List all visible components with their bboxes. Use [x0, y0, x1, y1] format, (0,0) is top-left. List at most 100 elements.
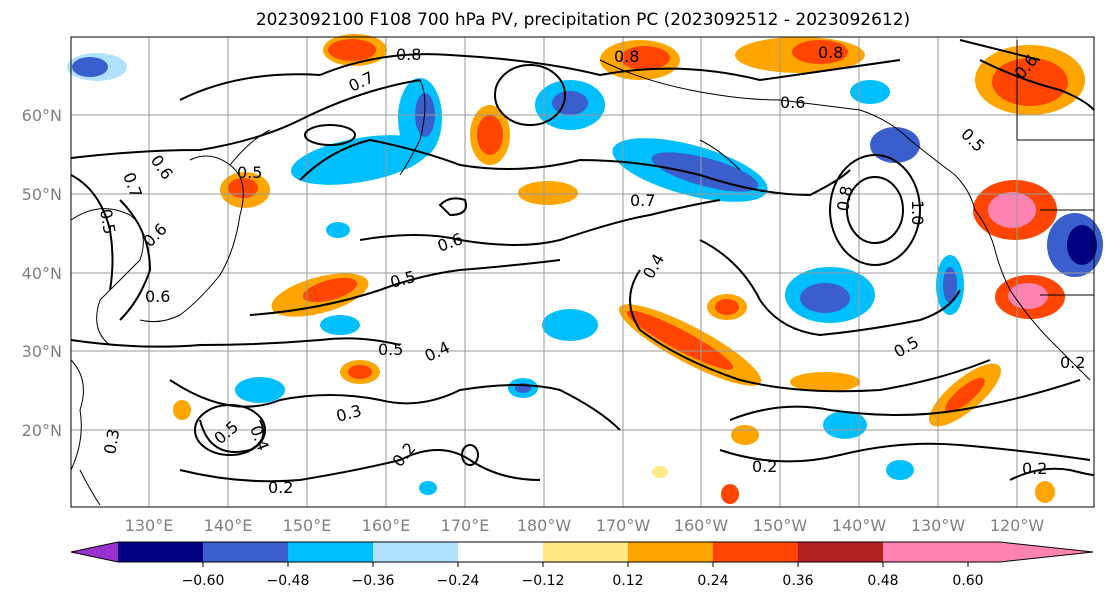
map-panel: 0.8 0.8 0.8 0.7 0.6 0.5 0.7 0.6 0.5 0.7 … [67, 34, 1103, 508]
map-frame [70, 36, 1095, 508]
colorbar-segment [458, 542, 543, 562]
precip-anomaly [518, 181, 578, 205]
colorbar-segment [118, 542, 203, 562]
lat-label: 60°N [22, 106, 62, 125]
lat-label: 50°N [22, 185, 62, 204]
precip-anomaly [850, 80, 890, 104]
contour-label: 0.8 [818, 43, 843, 62]
colorbar-segment [203, 542, 288, 562]
contour-label: 0.6 [780, 93, 805, 112]
contour-label: 1.0 [908, 200, 927, 225]
colorbar-tick-label: 0.36 [782, 573, 813, 589]
graticule [71, 37, 1094, 507]
precip-anomaly [731, 425, 759, 445]
precip-anomaly [870, 127, 920, 163]
latitude-labels: 60°N 50°N 40°N 30°N 20°N [22, 106, 62, 440]
precip-anomaly [945, 377, 985, 413]
precip-anomaly [1067, 225, 1097, 265]
colorbar-segment [628, 542, 713, 562]
lon-label: 150°W [753, 516, 808, 535]
lat-label: 30°N [22, 342, 62, 361]
contour-label: 0.2 [752, 457, 777, 476]
lon-label: 120°W [990, 516, 1045, 535]
lon-label: 180°W [517, 516, 572, 535]
contour-label: 0.5 [96, 207, 119, 235]
pv-contours [70, 39, 1095, 483]
figure-title: 2023092100 F108 700 hPa PV, precipitatio… [256, 10, 910, 30]
precip-anomaly [1008, 283, 1048, 309]
colorbar-segment [883, 542, 1093, 562]
precip-anomaly [419, 481, 437, 495]
lon-label: 170°W [596, 516, 651, 535]
contour-label: 0.3 [100, 427, 123, 455]
precip-anomaly [72, 57, 108, 77]
colorbar-tick-label: 0.60 [952, 573, 983, 589]
colorbar-segment [713, 542, 798, 562]
lon-label: 150°E [283, 516, 332, 535]
colorbar-tick-label: −0.36 [352, 573, 395, 589]
precip-anomaly [328, 39, 376, 61]
precip-anomaly [721, 484, 739, 504]
contour-label: 0.2 [1022, 459, 1047, 478]
contour-label: 0.8 [614, 47, 639, 66]
colorbar-tick-label: −0.60 [182, 573, 225, 589]
precip-positive-anomalies [173, 34, 1085, 504]
precip-anomaly [792, 40, 848, 64]
lon-label: 140°W [832, 516, 887, 535]
coastlines [70, 40, 1094, 506]
colorbar-tick-label: −0.48 [267, 573, 310, 589]
precip-anomaly [235, 377, 285, 403]
contour-label: 0.8 [396, 45, 421, 64]
colorbar-tick-label: 0.24 [697, 573, 728, 589]
contour-label: 0.8 [833, 184, 856, 212]
colorbar [70, 541, 1094, 563]
precip-anomaly [790, 372, 860, 392]
precip-anomaly [320, 315, 360, 335]
precip-anomaly [302, 277, 358, 303]
lon-label: 160°W [674, 516, 729, 535]
contour-label: 0.7 [630, 191, 655, 210]
colorbar-tick-labels: −0.60 −0.48 −0.36 −0.24 −0.12 0.12 0.24 … [182, 573, 984, 589]
lon-label: 160°E [362, 516, 411, 535]
precip-anomaly [800, 283, 850, 313]
precip-negative-anomalies [67, 53, 1103, 495]
precip-anomaly [943, 267, 957, 303]
precip-anomaly [652, 466, 668, 478]
precip-anomaly [348, 365, 372, 379]
precip-anomaly [477, 115, 503, 155]
colorbar-tick-label: −0.24 [437, 573, 480, 589]
contour-label: 0.6 [145, 287, 170, 306]
precip-anomaly [823, 411, 867, 439]
colorbar-segment [71, 542, 118, 562]
lat-label: 40°N [22, 264, 62, 283]
longitude-labels: 130°E 140°E 150°E 160°E 170°E 180°W 170°… [125, 516, 1045, 535]
lat-label: 20°N [22, 421, 62, 440]
colorbar-tick-label: 0.12 [612, 573, 643, 589]
lon-label: 130°E [125, 516, 174, 535]
precip-anomaly [290, 135, 430, 185]
colorbar-segment [373, 542, 458, 562]
precip-anomaly [886, 460, 914, 480]
lon-label: 170°E [441, 516, 490, 535]
lon-label: 130°W [911, 516, 966, 535]
precip-anomaly [715, 299, 739, 315]
precip-anomaly [626, 310, 734, 370]
precip-anomaly [1035, 481, 1055, 503]
colorbar-tick-label: 0.48 [867, 573, 898, 589]
precip-anomaly [542, 309, 598, 341]
precip-anomaly [651, 152, 759, 192]
colorbar-segment [543, 542, 628, 562]
precip-anomaly [552, 91, 588, 115]
colorbar-segment [798, 542, 883, 562]
precip-anomaly [620, 46, 670, 70]
colorbar-tick-label: −0.12 [522, 573, 565, 589]
contour-label: 0.5 [237, 163, 262, 182]
precip-anomaly [326, 222, 350, 238]
colorbar-ticks [202, 562, 969, 567]
contour-label: 0.5 [378, 340, 403, 359]
colorbar-outline [70, 541, 1094, 563]
contour-label: 0.2 [268, 478, 293, 497]
precip-anomaly [173, 400, 191, 420]
